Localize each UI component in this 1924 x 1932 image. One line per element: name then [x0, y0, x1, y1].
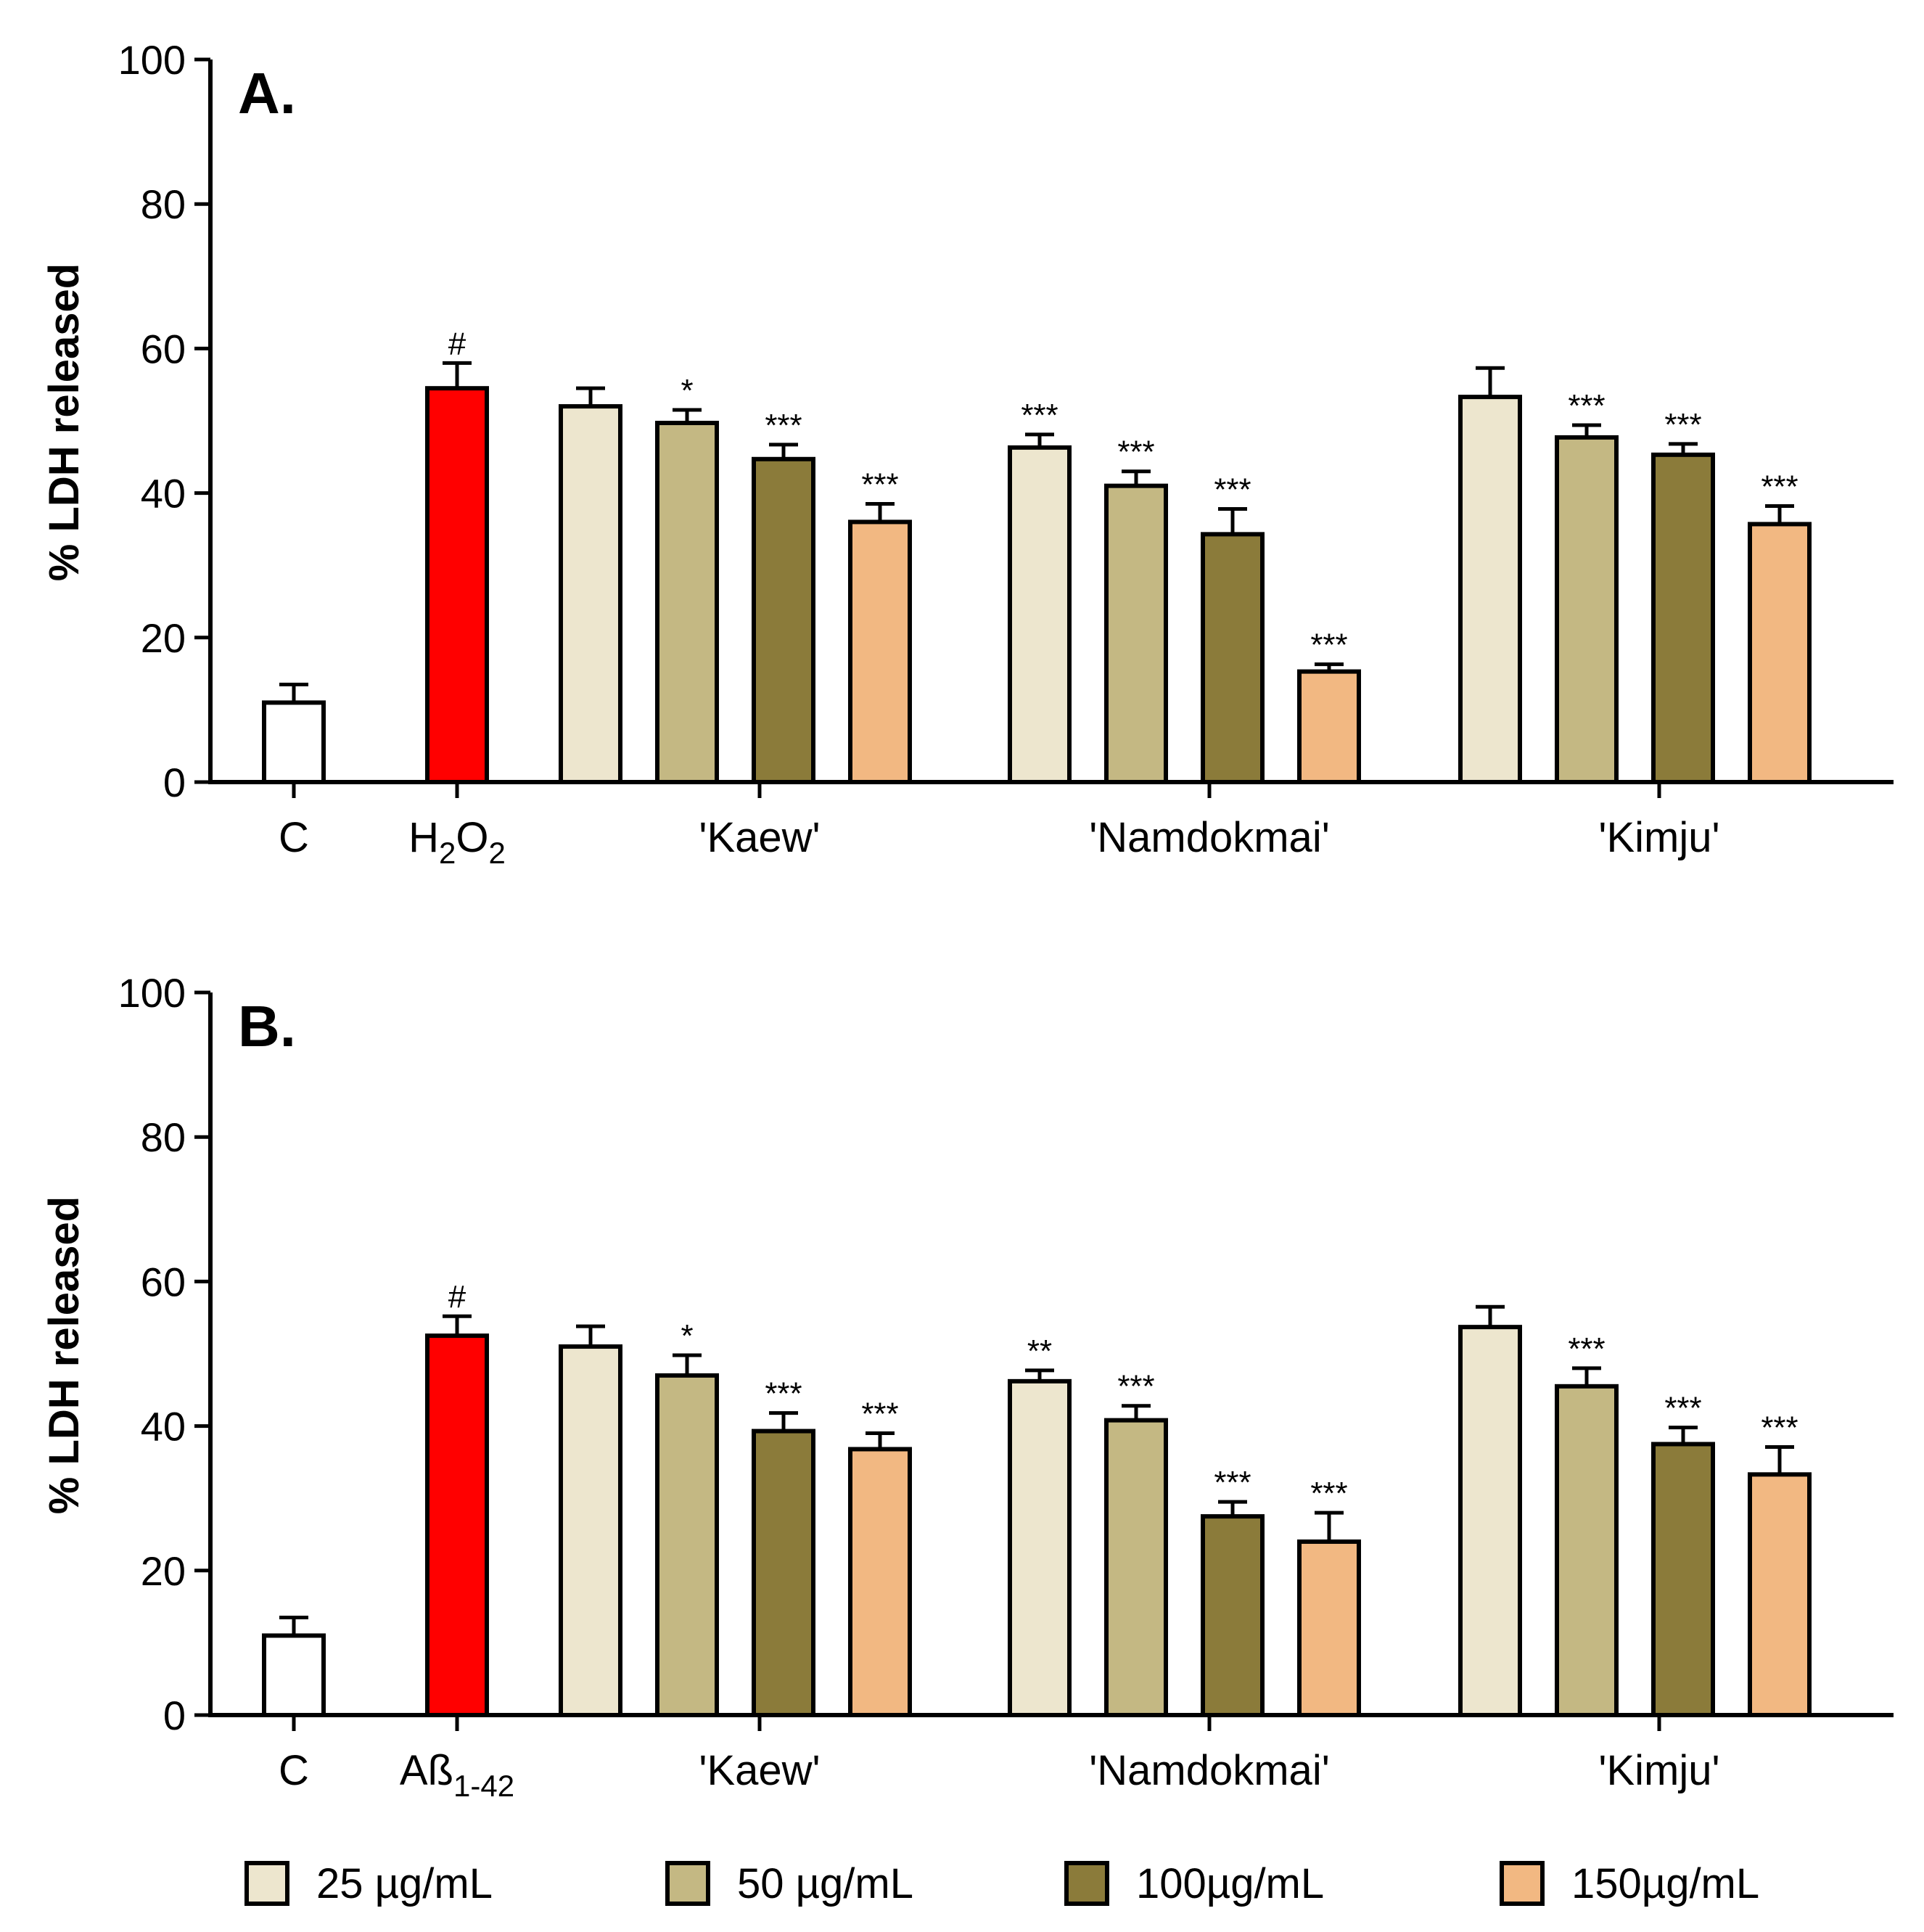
significance-label: *** — [1664, 1391, 1701, 1426]
bar — [752, 1429, 815, 1718]
bar — [1104, 1418, 1168, 1717]
bar — [655, 420, 719, 784]
bar — [1555, 1384, 1619, 1717]
significance-label: *** — [765, 1376, 802, 1412]
significance-label: *** — [1310, 1476, 1347, 1511]
bar — [1651, 1442, 1715, 1717]
category-label: C — [279, 814, 309, 861]
bar — [262, 700, 326, 784]
significance-label: *** — [1761, 1410, 1798, 1445]
y-tick-label: 40 — [141, 471, 186, 517]
significance-label: *** — [1117, 1369, 1154, 1405]
y-tick-label: 100 — [118, 970, 186, 1016]
bar — [1458, 395, 1522, 784]
bar — [1458, 1325, 1522, 1717]
significance-label: *** — [1310, 628, 1347, 663]
significance-label: *** — [861, 1397, 898, 1432]
y-tick-label: 80 — [141, 181, 186, 227]
category-label: H2O2 — [408, 814, 506, 870]
bar — [262, 1633, 326, 1717]
significance-label: *** — [1664, 407, 1701, 443]
legend-label: 25 µg/mL — [316, 1860, 493, 1907]
significance-label: *** — [1021, 398, 1058, 433]
bar — [752, 456, 815, 785]
significance-label: ** — [1027, 1333, 1052, 1369]
bar — [655, 1373, 719, 1717]
category-label: 'Kimju' — [1598, 814, 1719, 861]
significance-label: *** — [1214, 472, 1251, 508]
significance-label: *** — [1568, 388, 1605, 424]
significance-label: * — [681, 1318, 693, 1354]
bar — [559, 1344, 622, 1718]
bar — [1008, 445, 1072, 784]
category-label: 'Namdokmai' — [1089, 1747, 1330, 1794]
legend-label: 50 µg/mL — [737, 1860, 913, 1907]
legend-swatch — [665, 1861, 710, 1906]
category-label: 'Kaew' — [699, 1747, 820, 1794]
category-label: 'Kimju' — [1598, 1747, 1719, 1794]
legend-swatch — [1500, 1861, 1545, 1906]
category-label: C — [279, 1747, 309, 1794]
category-label: 'Namdokmai' — [1089, 814, 1330, 861]
bar — [1748, 1472, 1812, 1718]
bar — [1008, 1378, 1072, 1718]
bar — [1297, 1539, 1361, 1717]
bar — [1201, 1514, 1265, 1718]
bar — [1555, 435, 1619, 785]
bar — [848, 1447, 912, 1718]
legend-label: 100µg/mL — [1136, 1860, 1324, 1907]
legend-label: 150µg/mL — [1571, 1860, 1759, 1907]
y-tick-label: 60 — [141, 326, 186, 371]
bar — [1297, 669, 1361, 784]
y-tick-label: 60 — [141, 1259, 186, 1304]
legend: 25 µg/mL 50 µg/mL 100µg/mL 150µg/mL — [244, 1860, 1759, 1907]
panel-label: A. — [238, 61, 296, 126]
significance-label: *** — [1117, 435, 1154, 470]
y-tick-label: 80 — [141, 1114, 186, 1160]
category-label: 'Kaew' — [699, 814, 820, 861]
bar — [425, 1333, 489, 1717]
legend-swatch — [1064, 1861, 1109, 1906]
y-tick-label: 40 — [141, 1404, 186, 1450]
significance-label: # — [448, 1279, 466, 1315]
bar — [848, 519, 912, 784]
significance-label: *** — [861, 467, 898, 503]
bar — [1201, 532, 1265, 784]
significance-label: *** — [1761, 469, 1798, 505]
y-tick-label: 0 — [163, 760, 186, 805]
bar — [425, 386, 489, 784]
y-tick-label: 0 — [163, 1693, 186, 1738]
y-axis-title: % LDH released — [41, 1196, 88, 1514]
legend-swatch — [244, 1861, 289, 1906]
bar — [1651, 452, 1715, 784]
y-tick-label: 20 — [141, 1548, 186, 1594]
significance-label: * — [681, 373, 693, 408]
bar — [1104, 483, 1168, 784]
category-label: Aß1-42 — [400, 1747, 514, 1803]
significance-label: *** — [1568, 1331, 1605, 1367]
bar — [1748, 522, 1812, 784]
significance-label: *** — [765, 408, 802, 443]
y-axis-title: % LDH released — [41, 263, 88, 581]
y-tick-label: 100 — [118, 37, 186, 83]
panel-label: B. — [238, 994, 296, 1059]
bar — [559, 404, 622, 784]
significance-label: *** — [1214, 1465, 1251, 1500]
significance-label: # — [448, 326, 466, 361]
y-tick-label: 20 — [141, 615, 186, 661]
